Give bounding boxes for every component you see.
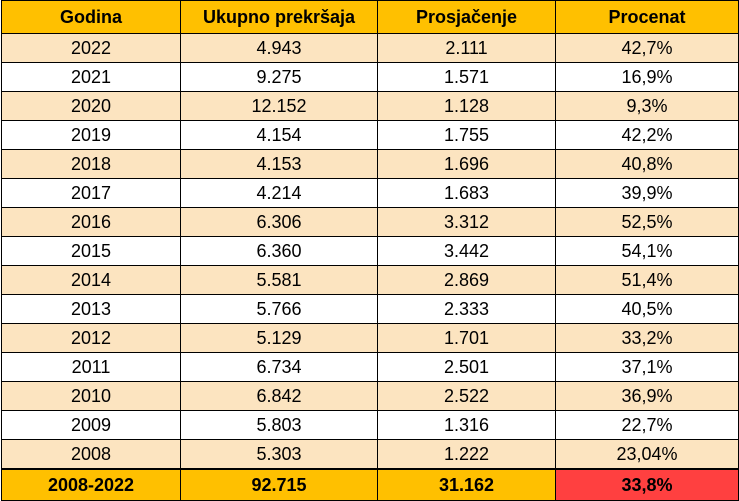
header-procenat: Procenat <box>555 0 739 34</box>
cell-godina: 2019 <box>1 120 181 150</box>
cell-prosjacenje: 1.128 <box>377 91 556 121</box>
cell-ukupno-prekrsaja: 4.214 <box>180 178 378 208</box>
cell-procenat: 54,1% <box>555 236 739 266</box>
cell-ukupno-prekrsaja: 12.152 <box>180 91 378 121</box>
table-footer: 2008-2022 92.715 31.162 33,8% <box>1 468 739 501</box>
cell-godina: 2012 <box>1 323 181 353</box>
cell-ukupno-prekrsaja: 4.153 <box>180 149 378 179</box>
cell-ukupno-prekrsaja: 5.129 <box>180 323 378 353</box>
cell-procenat: 40,8% <box>555 149 739 179</box>
table-header: Godina Ukupno prekršaja Prosjačenje Proc… <box>1 0 739 34</box>
cell-prosjacenje: 3.442 <box>377 236 556 266</box>
table-row: 2012 5.129 1.701 33,2% <box>1 323 739 353</box>
table-row: 2021 9.275 1.571 16,9% <box>1 62 739 92</box>
cell-procenat: 16,9% <box>555 62 739 92</box>
cell-godina: 2018 <box>1 149 181 179</box>
cell-prosjacenje: 2.869 <box>377 265 556 295</box>
header-godina: Godina <box>1 0 181 34</box>
cell-prosjacenje: 2.522 <box>377 381 556 411</box>
total-row: 2008-2022 92.715 31.162 33,8% <box>1 468 739 501</box>
cell-ukupno-prekrsaja: 4.943 <box>180 33 378 63</box>
cell-ukupno-prekrsaja: 9.275 <box>180 62 378 92</box>
table-row: 2016 6.306 3.312 52,5% <box>1 207 739 237</box>
header-row: Godina Ukupno prekršaja Prosjačenje Proc… <box>1 0 739 34</box>
table-row: 2008 5.303 1.222 23,04% <box>1 439 739 470</box>
cell-procenat: 42,2% <box>555 120 739 150</box>
table-row: 2009 5.803 1.316 22,7% <box>1 410 739 440</box>
cell-procenat: 42,7% <box>555 33 739 63</box>
cell-ukupno-prekrsaja: 6.842 <box>180 381 378 411</box>
table-row: 2018 4.153 1.696 40,8% <box>1 149 739 179</box>
table-row: 2022 4.943 2.111 42,7% <box>1 33 739 63</box>
table-body: 2022 4.943 2.111 42,7% 2021 9.275 1.571 16,9% 20… <box>1 33 739 470</box>
cell-godina: 2015 <box>1 236 181 266</box>
cell-prosjacenje: 1.222 <box>377 439 556 470</box>
cell-procenat: 9,3% <box>555 91 739 121</box>
cell-ukupno-prekrsaja: 4.154 <box>180 120 378 150</box>
cell-prosjacenje: 2.501 <box>377 352 556 382</box>
cell-godina: 2008 <box>1 439 181 470</box>
table-row: 2019 4.154 1.755 42,2% <box>1 120 739 150</box>
cell-godina: 2011 <box>1 352 181 382</box>
cell-ukupno-prekrsaja: 6.306 <box>180 207 378 237</box>
cell-procenat: 40,5% <box>555 294 739 324</box>
cell-procenat: 22,7% <box>555 410 739 440</box>
cell-prosjacenje: 2.111 <box>377 33 556 63</box>
cell-godina: 2021 <box>1 62 181 92</box>
header-prosjacenje: Prosjačenje <box>377 0 556 34</box>
cell-ukupno-prekrsaja: 5.581 <box>180 265 378 295</box>
cell-procenat: 52,5% <box>555 207 739 237</box>
cell-procenat: 23,04% <box>555 439 739 470</box>
cell-procenat: 51,4% <box>555 265 739 295</box>
cell-ukupno-prekrsaja: 6.734 <box>180 352 378 382</box>
cell-prosjacenje: 1.683 <box>377 178 556 208</box>
total-procenat: 33,8% <box>555 468 739 501</box>
cell-ukupno-prekrsaja: 5.803 <box>180 410 378 440</box>
cell-prosjacenje: 2.333 <box>377 294 556 324</box>
cell-ukupno-prekrsaja: 5.766 <box>180 294 378 324</box>
cell-procenat: 33,2% <box>555 323 739 353</box>
cell-ukupno-prekrsaja: 6.360 <box>180 236 378 266</box>
cell-prosjacenje: 1.316 <box>377 410 556 440</box>
table-row: 2015 6.360 3.442 54,1% <box>1 236 739 266</box>
table-row: 2020 12.152 1.128 9,3% <box>1 91 739 121</box>
table-row: 2010 6.842 2.522 36,9% <box>1 381 739 411</box>
cell-prosjacenje: 1.701 <box>377 323 556 353</box>
total-prekrsaja: 92.715 <box>180 468 378 501</box>
cell-godina: 2016 <box>1 207 181 237</box>
table-row: 2013 5.766 2.333 40,5% <box>1 294 739 324</box>
cell-procenat: 39,9% <box>555 178 739 208</box>
cell-prosjacenje: 3.312 <box>377 207 556 237</box>
cell-ukupno-prekrsaja: 5.303 <box>180 439 378 470</box>
table-row: 2014 5.581 2.869 51,4% <box>1 265 739 295</box>
cell-godina: 2017 <box>1 178 181 208</box>
cell-procenat: 37,1% <box>555 352 739 382</box>
cell-godina: 2020 <box>1 91 181 121</box>
cell-prosjacenje: 1.571 <box>377 62 556 92</box>
cell-godina: 2009 <box>1 410 181 440</box>
total-period: 2008-2022 <box>1 468 181 501</box>
cell-godina: 2013 <box>1 294 181 324</box>
cell-prosjacenje: 1.755 <box>377 120 556 150</box>
total-prosjacenje: 31.162 <box>377 468 556 501</box>
header-ukupno-prekrsaja: Ukupno prekršaja <box>180 0 378 34</box>
cell-godina: 2014 <box>1 265 181 295</box>
cell-procenat: 36,9% <box>555 381 739 411</box>
table-row: 2011 6.734 2.501 37,1% <box>1 352 739 382</box>
table-row: 2017 4.214 1.683 39,9% <box>1 178 739 208</box>
cell-godina: 2010 <box>1 381 181 411</box>
cell-prosjacenje: 1.696 <box>377 149 556 179</box>
cell-godina: 2022 <box>1 33 181 63</box>
